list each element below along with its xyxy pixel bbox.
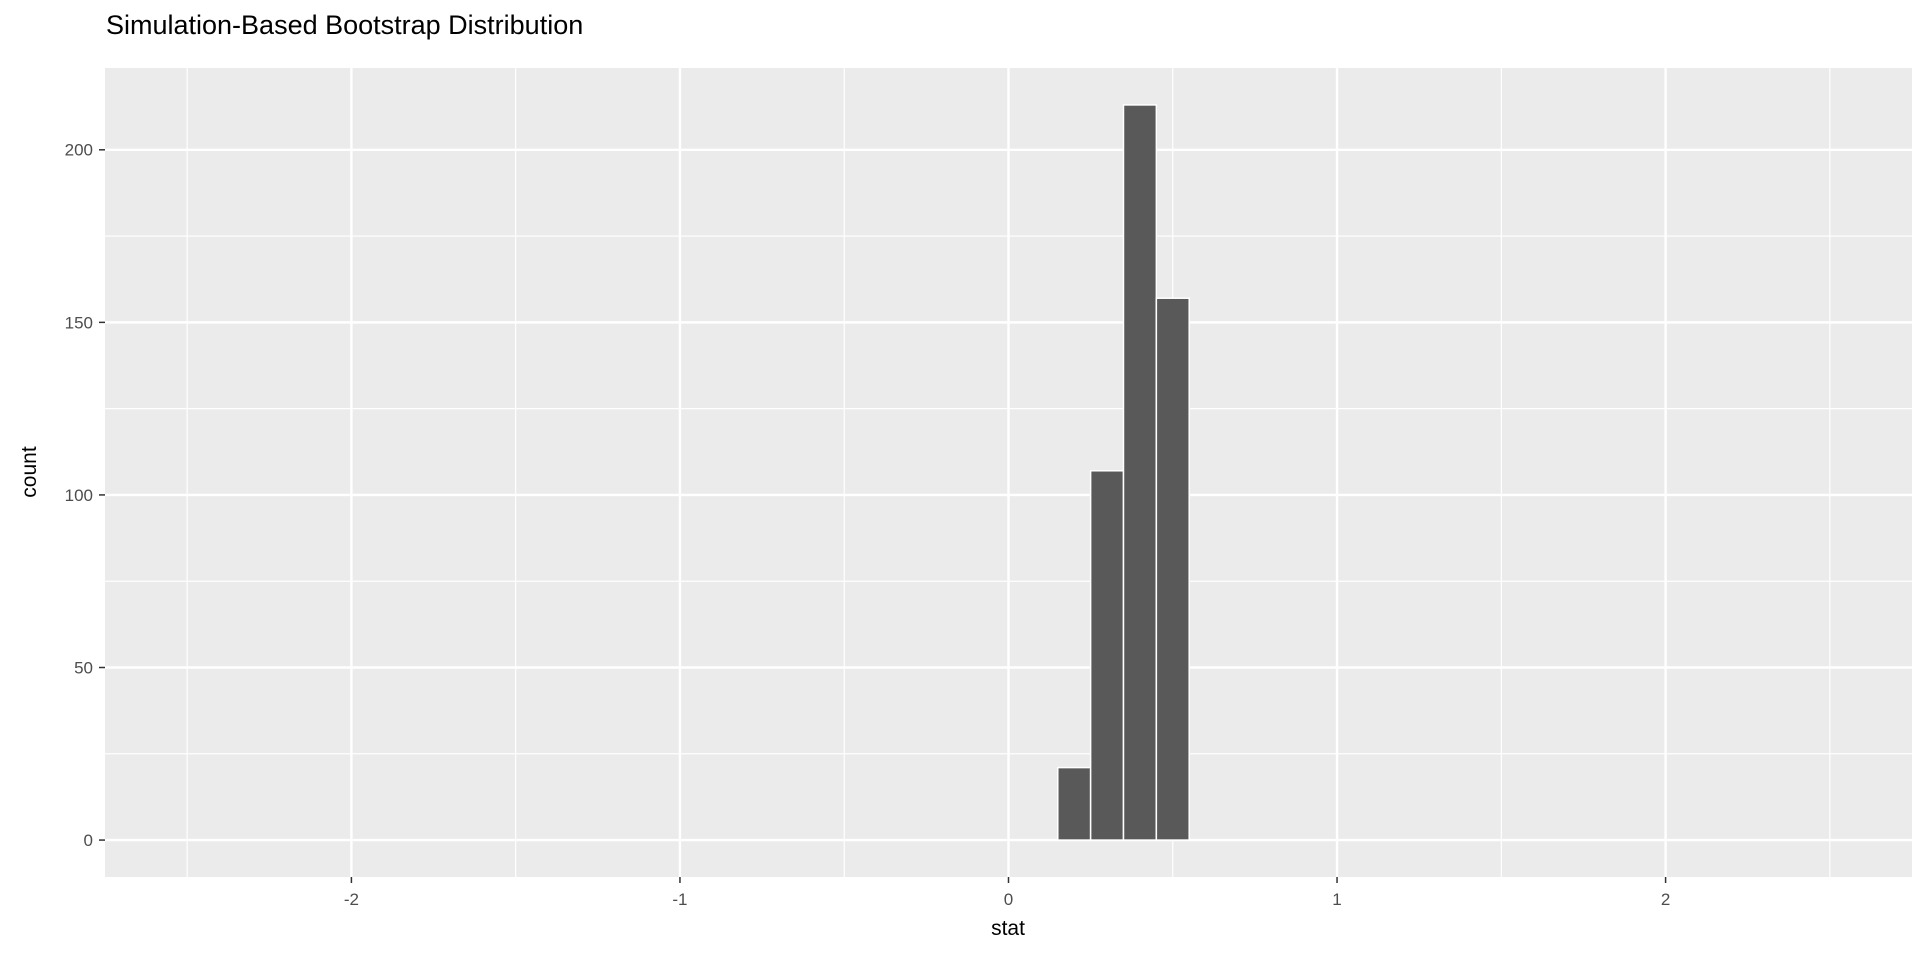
y-tick-label: 200 <box>65 141 93 160</box>
y-tick-label: 150 <box>65 313 93 332</box>
x-tick-label: 1 <box>1332 890 1341 909</box>
x-tick-label: 0 <box>1004 890 1013 909</box>
histogram-bar <box>1057 766 1092 841</box>
x-tick-label: -2 <box>344 890 359 909</box>
x-axis-title: stat <box>991 917 1025 940</box>
chart-title: Simulation-Based Bootstrap Distribution <box>106 10 584 40</box>
y-tick-label: 0 <box>84 831 93 850</box>
histogram-bar <box>1122 104 1158 841</box>
x-tick-label: 2 <box>1661 890 1670 909</box>
y-tick-label: 50 <box>74 658 93 677</box>
histogram-bar <box>1089 470 1125 841</box>
histogram-bar <box>1155 297 1190 841</box>
y-axis-title: count <box>18 446 41 498</box>
x-tick-label: -1 <box>672 890 687 909</box>
y-tick-label: 100 <box>65 486 93 505</box>
